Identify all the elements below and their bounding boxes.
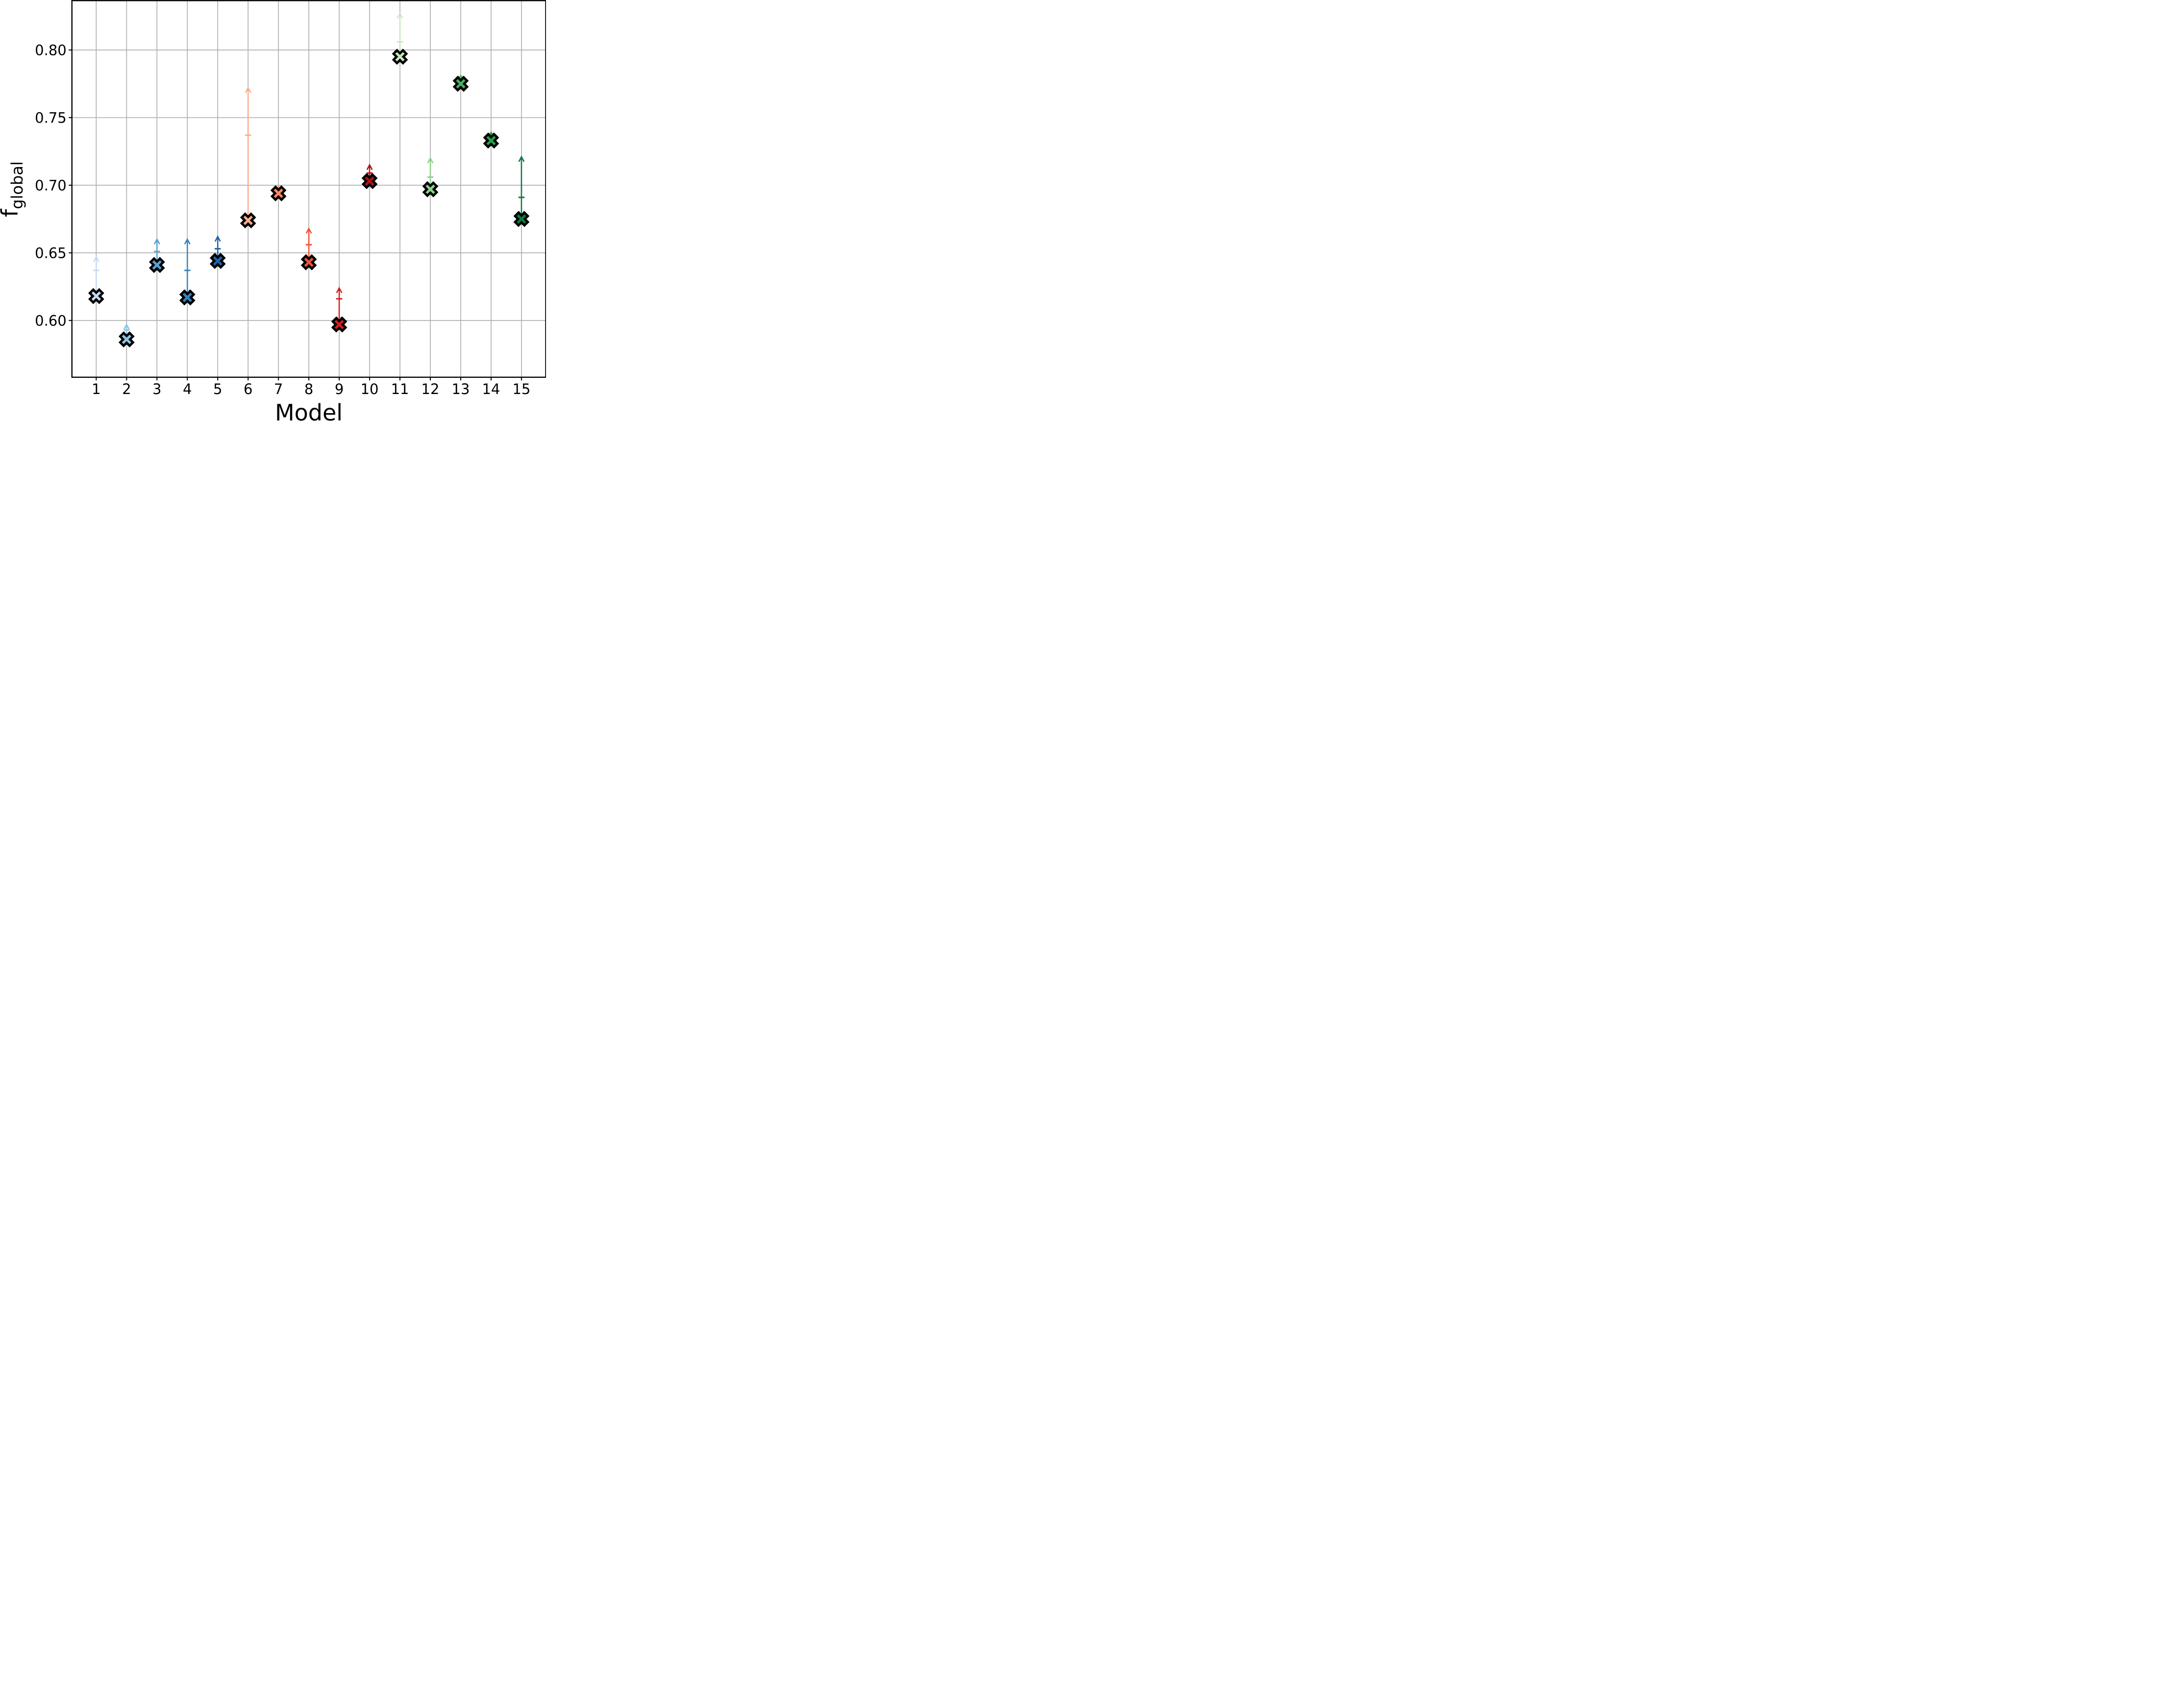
model-4-arrowhead-icon xyxy=(184,238,191,245)
model-6-x-marker xyxy=(240,212,256,229)
x-tick-label-9: 9 xyxy=(335,381,344,397)
x-tick-label-8: 8 xyxy=(304,381,313,397)
x-tick-label-14: 14 xyxy=(482,381,500,397)
x-tick-label-6: 6 xyxy=(244,381,252,397)
model-9-x-marker xyxy=(331,316,347,333)
model-9-arrowhead-icon xyxy=(336,286,343,293)
x-tick-label-4: 4 xyxy=(183,381,192,397)
model-5-x-marker xyxy=(209,253,226,269)
y-tick-label-0.75: 0.75 xyxy=(35,109,67,126)
x-tick-label-15: 15 xyxy=(512,381,530,397)
x-tick-label-13: 13 xyxy=(452,381,470,397)
model-8-arrowhead-icon xyxy=(306,227,312,234)
model-1-x-marker xyxy=(88,288,104,304)
model-8-series xyxy=(300,227,317,271)
model-2-arrowhead-icon xyxy=(124,323,130,330)
model-12-arrowhead-icon xyxy=(427,156,434,164)
model-11-x-marker xyxy=(392,49,408,65)
x-tick-label-5: 5 xyxy=(213,381,222,397)
x-tick-label-2: 2 xyxy=(122,381,131,397)
model-14-x-marker xyxy=(483,132,499,149)
y-axis-label-subscript: global xyxy=(8,161,26,209)
x-tick-label-10: 10 xyxy=(361,381,379,397)
model-13-x-marker xyxy=(452,75,469,92)
model-1-arrowhead-icon xyxy=(93,255,99,262)
model-10-arrowhead-icon xyxy=(366,163,373,170)
y-axis-label: fglobal xyxy=(0,161,26,217)
model-5-series xyxy=(209,235,226,269)
x-tick-label-11: 11 xyxy=(391,381,409,397)
data-points xyxy=(88,12,530,347)
axes: 1 2 3 4 5 6 7 8 9 10 11 12 13 14 150.600.650.700.750.8… xyxy=(35,0,546,397)
x-tick-label-7: 7 xyxy=(274,381,283,397)
y-axis-label-main: f xyxy=(0,208,23,217)
scatter-chart: 1 2 3 4 5 6 7 8 9 10 11 12 13 14 150.600.650.700.750.8… xyxy=(0,0,546,426)
model-6-arrowhead-icon xyxy=(245,86,251,93)
model-15-x-marker xyxy=(513,211,530,227)
model-7-series xyxy=(270,185,287,201)
model-11-arrowhead-icon xyxy=(397,12,403,19)
model-7-x-marker xyxy=(270,185,287,201)
model-6-series xyxy=(240,86,256,229)
y-tick-label-0.65: 0.65 xyxy=(35,245,67,261)
x-tick-label-12: 12 xyxy=(422,381,440,397)
model-9-series xyxy=(331,286,347,333)
y-tick-label-0.70: 0.70 xyxy=(35,177,67,194)
x-axis-label: Model xyxy=(275,399,343,426)
model-14-series xyxy=(483,131,499,149)
gridlines xyxy=(72,0,546,377)
model-4-x-marker xyxy=(179,289,196,306)
model-3-series xyxy=(149,238,165,273)
model-12-x-marker xyxy=(422,181,439,198)
model-13-series xyxy=(452,74,469,92)
y-tick-label-0.80: 0.80 xyxy=(35,42,67,58)
model-11-series xyxy=(392,12,408,65)
model-10-series xyxy=(361,163,378,190)
model-15-series xyxy=(513,155,530,227)
model-12-series xyxy=(422,156,439,198)
figure: 1 2 3 4 5 6 7 8 9 10 11 12 13 14 15 0.60 0.65 0.70 0.75 0.8… xyxy=(0,0,546,426)
model-15-arrowhead-icon xyxy=(518,155,525,162)
model-3-x-marker xyxy=(149,257,165,273)
model-4-series xyxy=(179,238,196,306)
model-8-x-marker xyxy=(300,254,317,271)
x-tick-label-1: 1 xyxy=(92,381,100,397)
x-tick-label-3: 3 xyxy=(152,381,161,397)
model-3-arrowhead-icon xyxy=(154,238,160,245)
model-2-x-marker xyxy=(118,331,135,347)
y-tick-label-0.60: 0.60 xyxy=(35,312,67,329)
model-5-arrowhead-icon xyxy=(215,235,221,242)
model-2-series xyxy=(118,323,135,347)
model-1-series xyxy=(88,255,104,304)
model-10-x-marker xyxy=(361,173,378,190)
